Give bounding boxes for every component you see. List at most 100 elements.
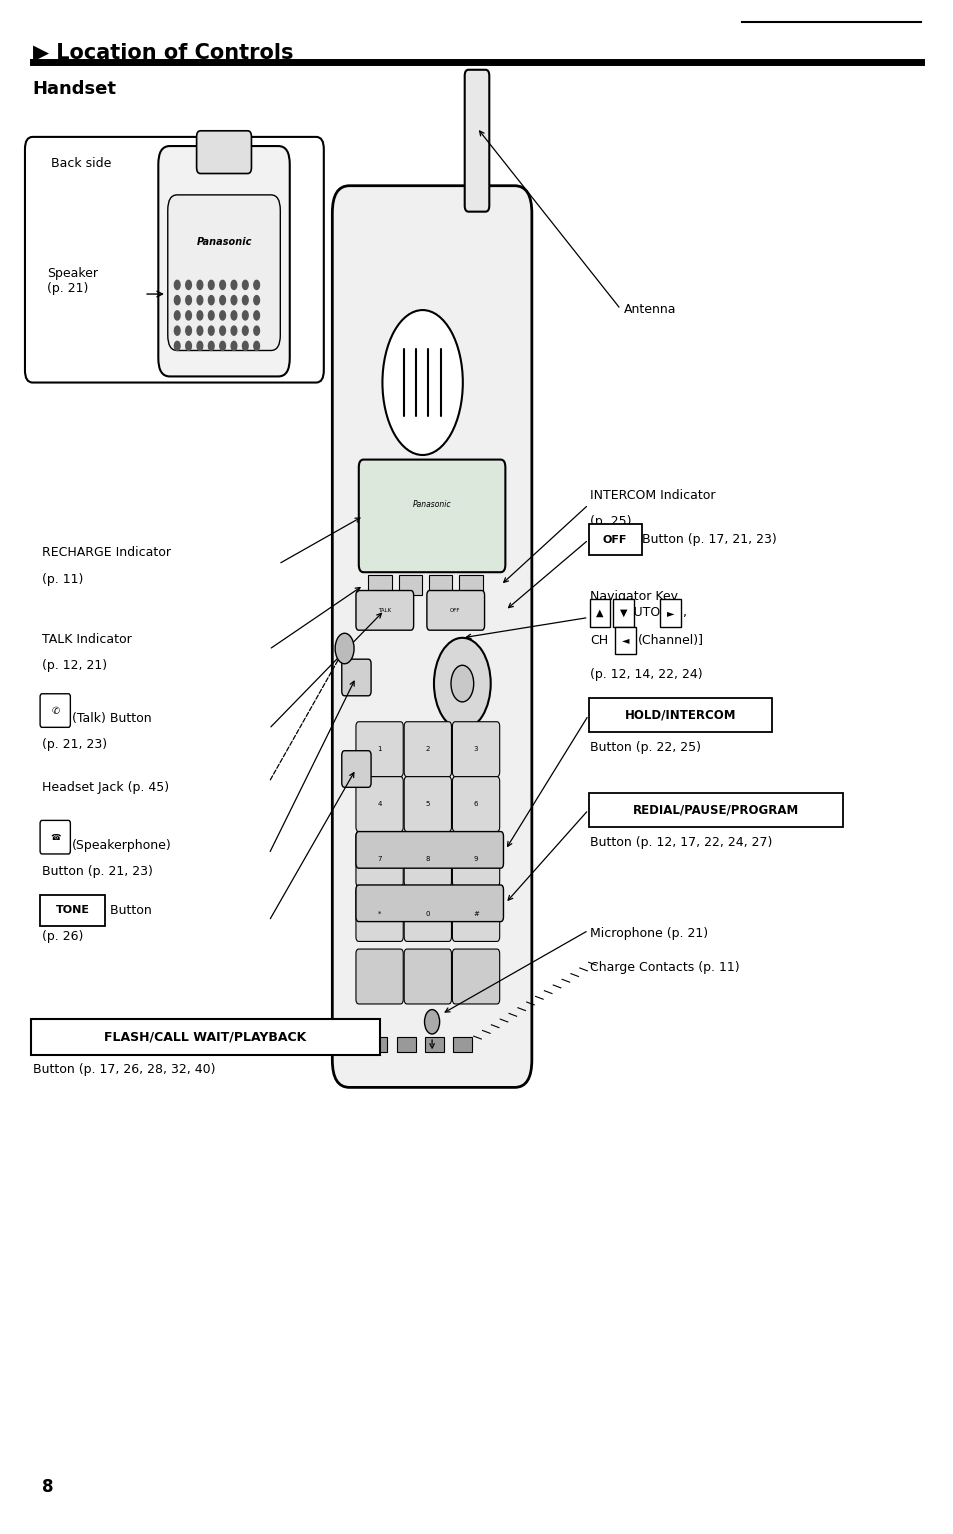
FancyBboxPatch shape <box>40 821 71 854</box>
Text: OFF: OFF <box>602 535 626 545</box>
Circle shape <box>197 342 203 350</box>
Circle shape <box>242 327 248 336</box>
Text: Headset Jack (p. 45): Headset Jack (p. 45) <box>42 781 169 793</box>
Circle shape <box>231 281 236 290</box>
Circle shape <box>253 342 259 350</box>
Bar <box>396 1037 416 1052</box>
Text: TALK Indicator: TALK Indicator <box>42 632 132 646</box>
Circle shape <box>197 311 203 321</box>
Text: (Speakerphone): (Speakerphone) <box>72 839 172 851</box>
Text: FLASH/CALL WAIT/PLAYBACK: FLASH/CALL WAIT/PLAYBACK <box>105 1031 307 1043</box>
Circle shape <box>253 296 259 305</box>
Text: ►: ► <box>666 607 674 618</box>
Text: (Channel)]: (Channel)] <box>638 634 703 647</box>
Text: Charge Contacts (p. 11): Charge Contacts (p. 11) <box>590 960 740 974</box>
Circle shape <box>424 1009 439 1034</box>
FancyBboxPatch shape <box>588 698 771 732</box>
Text: Button (p. 22, 25): Button (p. 22, 25) <box>590 741 700 755</box>
FancyBboxPatch shape <box>341 750 371 787</box>
Text: INTERCOM Indicator: INTERCOM Indicator <box>590 489 716 502</box>
FancyBboxPatch shape <box>341 660 371 696</box>
Text: TONE: TONE <box>56 905 91 916</box>
Text: Speaker
(p. 21): Speaker (p. 21) <box>47 267 97 295</box>
Circle shape <box>219 327 225 336</box>
Text: 4: 4 <box>377 801 381 807</box>
Text: ☎: ☎ <box>50 833 60 842</box>
FancyBboxPatch shape <box>355 721 403 776</box>
Text: CH: CH <box>590 634 608 647</box>
FancyBboxPatch shape <box>404 887 451 942</box>
Ellipse shape <box>382 310 462 456</box>
Text: Handset: Handset <box>32 80 116 98</box>
Text: ,: , <box>682 606 686 620</box>
Circle shape <box>242 281 248 290</box>
Circle shape <box>208 342 213 350</box>
Text: ▼: ▼ <box>619 607 627 618</box>
FancyBboxPatch shape <box>426 591 484 630</box>
Circle shape <box>242 296 248 305</box>
Bar <box>458 575 482 595</box>
FancyBboxPatch shape <box>355 776 403 831</box>
FancyBboxPatch shape <box>40 693 71 727</box>
Bar <box>368 1037 387 1052</box>
Text: Panasonic: Panasonic <box>196 236 252 247</box>
Text: (p. 11): (p. 11) <box>42 574 83 586</box>
Circle shape <box>242 311 248 321</box>
Text: Button (p. 21, 23): Button (p. 21, 23) <box>42 865 152 877</box>
Text: 3: 3 <box>474 746 477 752</box>
FancyBboxPatch shape <box>40 896 105 925</box>
Circle shape <box>186 296 192 305</box>
Text: 8: 8 <box>425 856 430 862</box>
FancyBboxPatch shape <box>452 887 499 942</box>
Circle shape <box>197 281 203 290</box>
Circle shape <box>253 281 259 290</box>
Circle shape <box>219 281 225 290</box>
Circle shape <box>231 342 236 350</box>
FancyBboxPatch shape <box>355 831 503 868</box>
Text: Panasonic: Panasonic <box>413 500 451 509</box>
Text: 6: 6 <box>474 801 477 807</box>
Circle shape <box>434 638 490 729</box>
Circle shape <box>174 342 180 350</box>
Text: 0: 0 <box>425 911 430 917</box>
Text: (p. 12, 21): (p. 12, 21) <box>42 658 107 672</box>
Text: Button: Button <box>106 904 152 917</box>
Text: HOLD/INTERCOM: HOLD/INTERCOM <box>624 709 736 721</box>
Bar <box>453 1037 472 1052</box>
Circle shape <box>231 296 236 305</box>
Bar <box>424 1037 443 1052</box>
FancyBboxPatch shape <box>588 525 640 555</box>
Text: TALK: TALK <box>377 607 391 614</box>
FancyBboxPatch shape <box>404 950 451 1003</box>
Text: (p. 25): (p. 25) <box>590 515 631 528</box>
FancyBboxPatch shape <box>452 831 499 887</box>
Circle shape <box>208 327 213 336</box>
Text: 9: 9 <box>474 856 477 862</box>
Text: RECHARGE Indicator: RECHARGE Indicator <box>42 546 171 558</box>
Circle shape <box>197 296 203 305</box>
Text: Antenna: Antenna <box>623 302 676 316</box>
FancyBboxPatch shape <box>158 146 290 376</box>
FancyBboxPatch shape <box>589 600 610 626</box>
Text: OFF: OFF <box>450 607 460 614</box>
Circle shape <box>219 296 225 305</box>
Text: 8: 8 <box>42 1479 53 1496</box>
Text: Button (p. 17, 21, 23): Button (p. 17, 21, 23) <box>641 534 777 546</box>
Circle shape <box>253 311 259 321</box>
Circle shape <box>174 311 180 321</box>
Text: ▲: ▲ <box>596 607 603 618</box>
Text: *: * <box>377 911 381 917</box>
Circle shape <box>174 296 180 305</box>
Text: Button (p. 12, 17, 22, 24, 27): Button (p. 12, 17, 22, 24, 27) <box>590 836 772 848</box>
FancyBboxPatch shape <box>355 950 403 1003</box>
Circle shape <box>174 327 180 336</box>
FancyBboxPatch shape <box>404 721 451 776</box>
Text: , AUTO: , AUTO <box>617 606 659 620</box>
FancyBboxPatch shape <box>355 831 403 887</box>
Circle shape <box>242 342 248 350</box>
FancyBboxPatch shape <box>404 831 451 887</box>
Text: (Talk) Button: (Talk) Button <box>72 712 152 726</box>
Circle shape <box>335 634 354 664</box>
Text: Navigator Key: Navigator Key <box>590 591 678 603</box>
Text: 2: 2 <box>425 746 430 752</box>
